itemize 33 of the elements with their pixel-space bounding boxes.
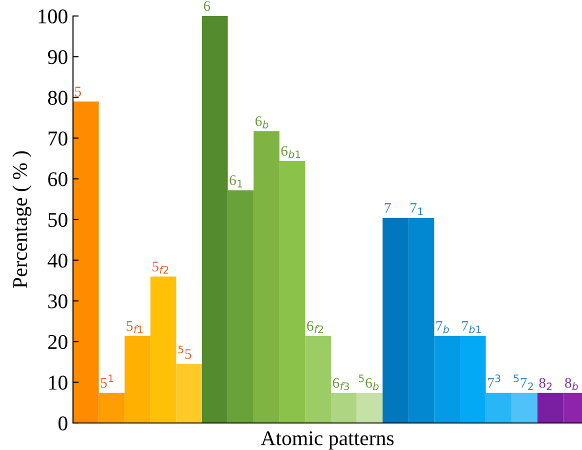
x-axis-title: Atomic patterns bbox=[260, 431, 394, 450]
y-tick-label: 40 bbox=[48, 254, 68, 268]
x-tick-label: 7$_{b1}$ bbox=[462, 321, 481, 334]
x-tick-label: 7$^{3}$ bbox=[488, 374, 500, 388]
y-tick-label: 60 bbox=[48, 172, 68, 186]
y-tick-label: 50 bbox=[48, 212, 68, 227]
x-tick-label: 7$_{b}$ bbox=[436, 321, 449, 334]
x-tick-label: 6$_{f3}$ bbox=[332, 378, 349, 390]
x-tick-label: $^{5}$6$_{b}$ bbox=[359, 374, 379, 390]
x-tick-label: 8$_{b}$ bbox=[565, 378, 578, 390]
x-tick-label: 6$_{f2}$ bbox=[307, 320, 323, 334]
x-tick-label: 7$_{1}$ bbox=[410, 203, 423, 216]
y-tick-label: 100 bbox=[38, 9, 68, 24]
y-tick-label: 0 bbox=[58, 416, 68, 430]
x-tick-label: 6 bbox=[204, 1, 210, 12]
x-tick-label: 5$_{f2}$ bbox=[152, 262, 168, 274]
x-tick-label: 5$_{f1}$ bbox=[126, 321, 142, 334]
y-tick-label: 10 bbox=[49, 376, 68, 390]
x-tick-label: 5$^{1}$ bbox=[100, 374, 114, 388]
x-tick-label: 6$_{b1}$ bbox=[281, 146, 300, 158]
y-tick-label: 20 bbox=[48, 334, 68, 350]
x-tick-label: 7 bbox=[384, 203, 391, 213]
y-tick-label: 90 bbox=[48, 50, 68, 64]
y-axis-title: Percentage ( % ) bbox=[12, 151, 32, 288]
y-tick-label: 30 bbox=[48, 294, 68, 308]
x-tick-label: 6$_{b}$ bbox=[256, 116, 268, 128]
x-tick-label: 5 bbox=[75, 86, 82, 96]
x-tick-label: 8$_{2}$ bbox=[539, 378, 552, 390]
y-tick-label: 80 bbox=[48, 90, 68, 105]
x-tick-label: $^{5}$7$_{2}$ bbox=[514, 374, 533, 390]
x-tick-label: $^{5}$5 bbox=[178, 346, 192, 359]
x-tick-label: 6$_{1}$ bbox=[230, 175, 242, 188]
y-tick-label: 70 bbox=[48, 131, 68, 146]
